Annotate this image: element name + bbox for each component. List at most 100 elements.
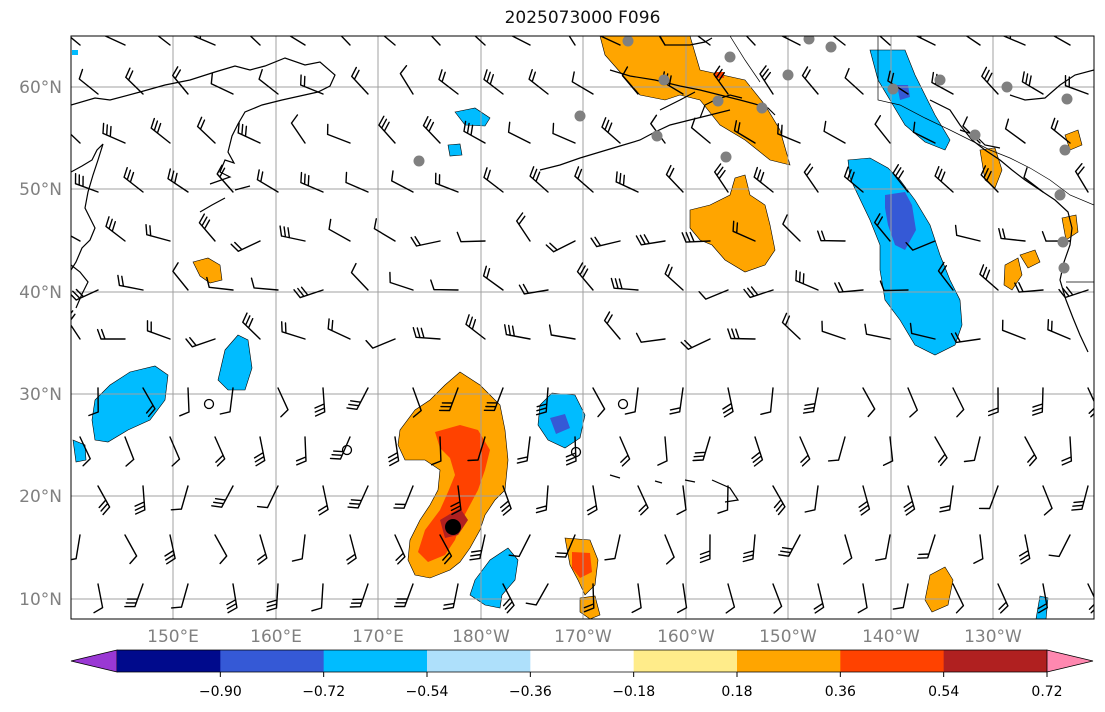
wind-barb [915,36,936,46]
wind-barb [510,36,531,46]
wind-barb [291,534,306,562]
wind-barb [483,69,504,95]
wind-barb [172,66,189,95]
wind-barb [103,36,126,46]
wind-barb [500,485,512,516]
wind-barb [219,387,234,415]
positive-region-ne-pacific [689,174,776,273]
lat-label: 60°N [19,78,62,98]
wind-barb [963,436,981,463]
wind-barb [753,166,774,193]
colorbar-segment [633,650,738,672]
wind-barb [1023,167,1044,193]
wind-barb [97,485,111,516]
wind-barb [965,36,981,46]
wind-barb [96,328,126,340]
wind-barb [279,225,306,242]
wind-barb [912,121,936,144]
wind-barb [857,583,868,614]
wind-barb [690,117,711,144]
lat-label: 10°N [19,590,62,610]
station-dot [1057,236,1069,248]
colorbar-segment [943,650,1048,672]
wind-barb [664,534,675,565]
wind-barb [635,332,666,343]
station-dot [724,51,736,63]
wind-barb [979,264,999,291]
wind-barb [529,166,549,193]
station-dot [825,41,837,53]
wind-barb [717,485,729,514]
wind-barb [317,485,329,516]
wind-barb [102,122,126,144]
wind-barb [795,270,819,291]
wind-barb [952,387,965,418]
wind-barb [422,116,441,144]
wind-barb [226,583,238,614]
borders [729,36,1094,283]
wind-barb [907,387,918,418]
wind-barb [658,36,666,46]
wind-barb [565,436,577,466]
colorbar-extend-max [1046,649,1094,673]
wind-barb [463,120,486,144]
wind-barb [722,387,734,418]
wind-barb [548,324,576,340]
wind-barb [134,485,146,515]
wind-barb [210,73,234,95]
wind-barb [817,230,846,242]
station-dot [887,83,899,95]
wind-barb [391,170,414,193]
wind-barb [256,534,268,565]
wind-barb [507,121,531,144]
wind-barb [844,67,864,95]
wind-barb [394,583,414,608]
station-dots [413,36,1073,274]
small-circle [203,398,215,410]
wind-barb [351,66,369,95]
station-dot [1061,93,1073,105]
wind-barb [980,165,999,193]
wind-barb [1014,282,1044,293]
wind-barb [821,320,846,340]
wind-barb [615,171,639,193]
wind-barb [474,36,486,46]
wind-barb [610,277,639,291]
wind-barb [604,534,621,561]
wind-barb [535,485,549,514]
wind-barb [988,387,999,417]
wind-barb [214,534,228,565]
wind-barb [603,311,621,340]
wind-barb [1024,436,1038,467]
wind-barb [552,122,576,144]
lon-label: 180°W [452,627,510,647]
wind-barb [574,166,594,193]
wind-barb [601,117,621,144]
wind-barb [743,286,774,299]
wind-barb [827,436,846,462]
wind-barb [882,436,894,466]
wind-barb [892,583,909,610]
wind-barb [637,485,649,516]
wind-barb [146,320,171,340]
small-circle [341,444,353,456]
wind-barb [504,324,531,340]
wind-barb [378,115,396,144]
wind-barb [237,122,261,144]
colorbar-segment [737,650,841,672]
wind-barb [469,534,486,561]
wind-barb [978,485,999,510]
colorbar-segment [323,650,428,672]
map-title: 2025073000 F096 [504,8,661,28]
wind-barb [347,485,369,509]
wind-barb [777,123,801,144]
latitude-labels: 60°N 50°N 40°N 30°N 20°N 10°N [19,78,62,610]
wind-barb [249,36,261,46]
lon-label: 140°W [862,627,920,647]
wind-barb [124,436,135,467]
station-dot [803,36,815,45]
lon-label: 150°E [147,627,199,647]
wind-barb [290,114,306,144]
wind-barb [314,387,326,417]
wind-barb [399,65,414,95]
